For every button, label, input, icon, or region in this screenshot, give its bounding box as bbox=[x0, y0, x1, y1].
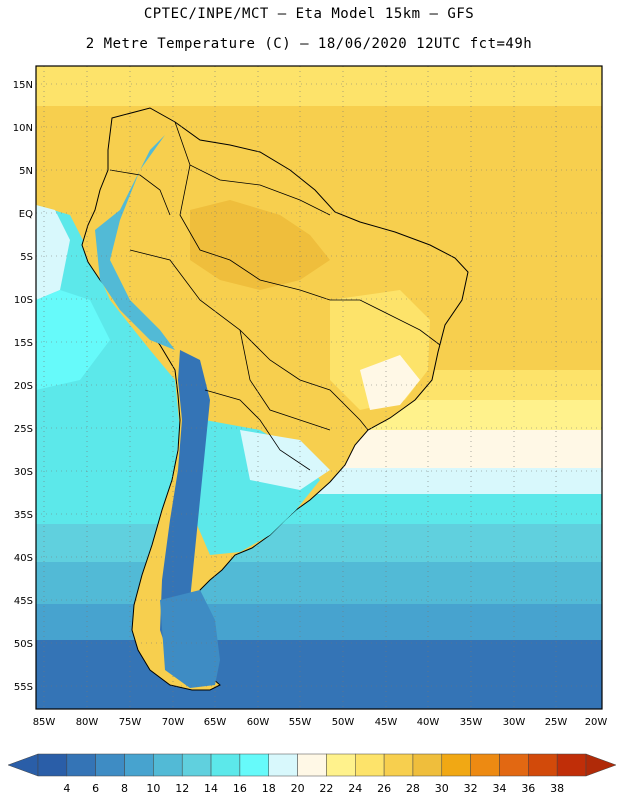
legend-tick-label: 36 bbox=[521, 782, 535, 795]
lat-label: 50S bbox=[14, 639, 33, 650]
legend-swatch bbox=[95, 753, 125, 777]
pacific-cold-tongue bbox=[36, 205, 180, 500]
chart-subtitle: 2 Metre Temperature (C) – 18/06/2020 12U… bbox=[85, 36, 533, 52]
legend-tick-label: 16 bbox=[233, 782, 247, 795]
legend-tick-label: 4 bbox=[63, 782, 70, 795]
legend-swatch bbox=[412, 753, 443, 777]
legend-swatch bbox=[37, 753, 68, 777]
legend-swatch bbox=[239, 753, 269, 777]
lat-label: 10N bbox=[13, 123, 33, 134]
lon-label: 55W bbox=[289, 717, 312, 728]
legend-tick-label: 34 bbox=[492, 782, 506, 795]
pacific-warm-patch bbox=[36, 205, 70, 300]
legend-tick-label: 20 bbox=[291, 782, 305, 795]
lon-label: 75W bbox=[119, 717, 142, 728]
country-borders bbox=[109, 121, 441, 471]
legend-swatch bbox=[210, 753, 241, 777]
legend-tick-label: 28 bbox=[406, 782, 420, 795]
pacific-cool-patch bbox=[36, 290, 110, 390]
legend-swatches bbox=[7, 753, 617, 777]
lat-label: 15S bbox=[14, 338, 33, 349]
legend-tick-label: 32 bbox=[464, 782, 478, 795]
legend-tick-label: 12 bbox=[175, 782, 189, 795]
chart-title: CPTEC/INPE/MCT – Eta Model 15km – GFS bbox=[143, 6, 475, 22]
andes-ridge-north bbox=[95, 135, 175, 350]
legend-swatch bbox=[383, 753, 414, 777]
legend-tick-label: 10 bbox=[146, 782, 160, 795]
legend-tick-label: 18 bbox=[262, 782, 276, 795]
legend-swatch bbox=[66, 753, 96, 777]
legend-tick-label: 22 bbox=[319, 782, 333, 795]
lon-label: 85W bbox=[33, 717, 56, 728]
legend-tick-label: 14 bbox=[204, 782, 218, 795]
ocean-band-sky bbox=[36, 562, 602, 607]
lat-label: 30S bbox=[14, 467, 33, 478]
legend-swatch bbox=[326, 753, 356, 777]
legend-swatch bbox=[441, 753, 471, 777]
lat-label: 5N bbox=[19, 166, 33, 177]
lon-label: 35W bbox=[460, 717, 483, 728]
legend-swatch bbox=[355, 753, 385, 777]
temperature-map bbox=[36, 66, 602, 709]
legend-high-arrow bbox=[585, 753, 617, 777]
lon-label: 20W bbox=[585, 717, 608, 728]
lat-label: 40S bbox=[14, 553, 33, 564]
legend-swatch bbox=[124, 753, 154, 777]
lon-label: 45W bbox=[375, 717, 398, 728]
color-legend: 4 6 8 10 12 14 16 18 20 22 24 26 28 30 32 34 36 38 bbox=[7, 753, 617, 795]
lon-axis: 85W 80W 75W 70W 65W 60W 55W 50W 45W 40W … bbox=[33, 717, 608, 728]
lat-label: 10S bbox=[14, 295, 33, 306]
lat-label: 45S bbox=[14, 596, 33, 607]
ocean-band-mid-blue bbox=[36, 604, 602, 642]
legend-swatch bbox=[297, 753, 327, 777]
legend-tick-label: 38 bbox=[550, 782, 564, 795]
lat-label: 15N bbox=[13, 80, 33, 91]
legend-swatch bbox=[556, 753, 587, 777]
patagonia-blue bbox=[160, 590, 220, 688]
legend-swatch bbox=[470, 753, 500, 777]
amazon-hot-zone bbox=[190, 200, 330, 290]
ocean-band-turquoise bbox=[36, 524, 602, 564]
lon-label: 80W bbox=[76, 717, 99, 728]
lon-label: 70W bbox=[162, 717, 185, 728]
lat-label: 5S bbox=[20, 252, 33, 263]
lon-label: 25W bbox=[545, 717, 568, 728]
map-frame bbox=[35, 65, 603, 710]
lat-label: 25S bbox=[14, 424, 33, 435]
brazil-cool-highlands bbox=[360, 355, 420, 410]
lat-label: 20S bbox=[14, 381, 33, 392]
legend-tick-label: 6 bbox=[92, 782, 99, 795]
legend-labels: 4 6 8 10 12 14 16 18 20 22 24 26 28 30 32 34 36 38 bbox=[63, 782, 564, 795]
legend-tick-label: 8 bbox=[121, 782, 128, 795]
lat-label: 55S bbox=[14, 682, 33, 693]
legend-tick-label: 24 bbox=[348, 782, 362, 795]
legend-swatch bbox=[153, 753, 183, 777]
lon-label: 65W bbox=[204, 717, 227, 728]
ocean-band-blue bbox=[36, 640, 602, 709]
grid-lines bbox=[36, 66, 602, 709]
legend-swatch bbox=[528, 753, 558, 777]
andes-cold-ridge bbox=[160, 350, 210, 660]
legend-swatch bbox=[268, 753, 298, 777]
lat-axis: 15N 10N 5N EQ 5S 10S 15S 20S 25S 30S 35S… bbox=[13, 80, 33, 693]
lon-label: 50W bbox=[332, 717, 355, 728]
legend-low-arrow bbox=[7, 753, 39, 777]
legend-swatch bbox=[499, 753, 529, 777]
pampas-light bbox=[240, 430, 330, 490]
lat-label: EQ bbox=[19, 209, 33, 220]
legend-tick-label: 26 bbox=[377, 782, 391, 795]
lon-label: 60W bbox=[247, 717, 270, 728]
lat-label: 35S bbox=[14, 510, 33, 521]
ocean-band-north-warm bbox=[36, 66, 602, 106]
legend-swatch bbox=[181, 753, 212, 777]
lon-label: 30W bbox=[503, 717, 526, 728]
legend-tick-label: 30 bbox=[435, 782, 449, 795]
lon-label: 40W bbox=[417, 717, 440, 728]
